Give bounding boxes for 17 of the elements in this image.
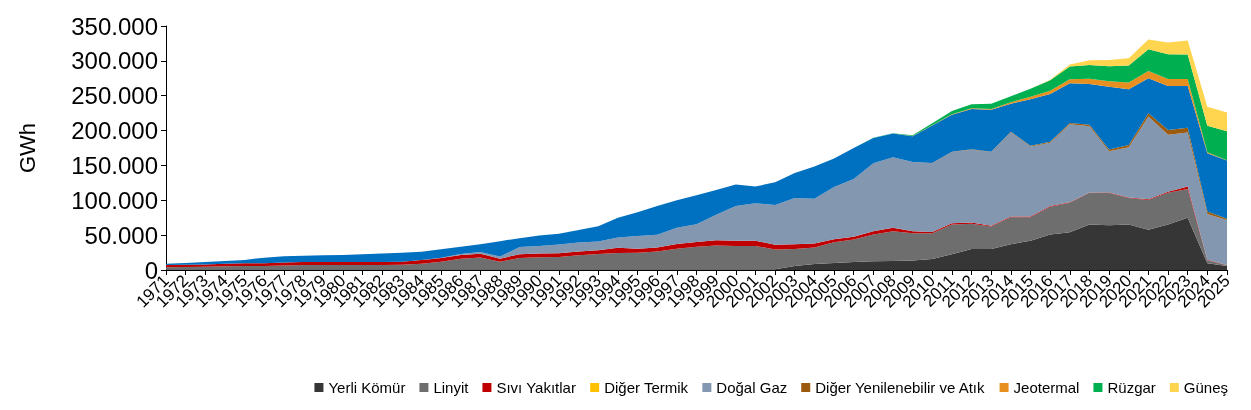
legend-label: Linyit xyxy=(433,379,470,396)
y-axis-title: GWh xyxy=(14,122,40,174)
legend-label: Rüzgar xyxy=(1107,379,1156,396)
legend-label: Sıvı Yakıtlar xyxy=(496,379,576,396)
y-tick-label: 50.000 xyxy=(84,221,158,249)
y-tick-label: 150.000 xyxy=(71,151,158,179)
y-tick-label: 300.000 xyxy=(71,47,158,75)
y-tick-label: 350.000 xyxy=(71,12,158,40)
legend-label: Güneş xyxy=(1183,379,1229,396)
y-tick-label: 250.000 xyxy=(71,82,158,110)
y-tick-label: 200.000 xyxy=(71,117,158,145)
legend-label: Doğal Gaz xyxy=(716,379,788,396)
y-tick-label: 100.000 xyxy=(71,186,158,214)
legend-label: Diğer Termik xyxy=(604,379,689,396)
legend-label: Diğer Yenilenebilir ve Atık xyxy=(815,379,985,396)
legend-label: Jeotermal xyxy=(1013,379,1080,396)
legend-label: Yerli Kömür xyxy=(328,379,406,396)
